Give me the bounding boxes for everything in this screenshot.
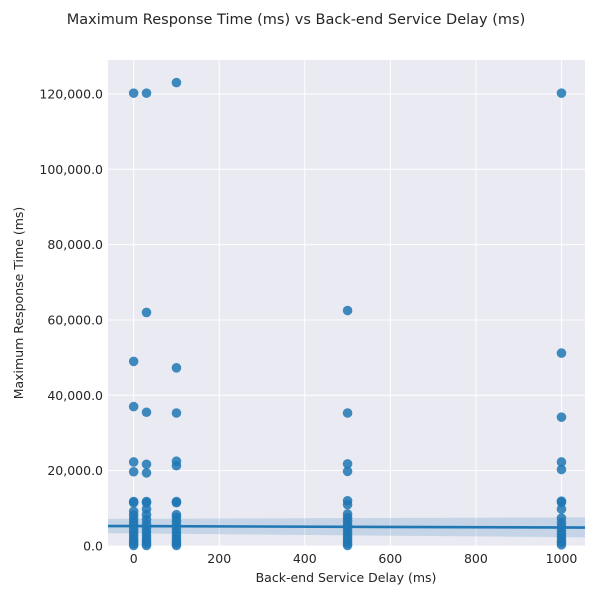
- data-point: [128, 540, 139, 551]
- data-point: [556, 540, 567, 550]
- data-point: [342, 305, 353, 316]
- data-point: [556, 412, 567, 422]
- data-point: [342, 540, 353, 551]
- data-point: [171, 460, 182, 471]
- data-point: [556, 348, 567, 358]
- data-point: [141, 407, 152, 418]
- data-point: [171, 363, 182, 373]
- data-point: [141, 88, 152, 98]
- data-point: [171, 540, 182, 551]
- data-point: [342, 459, 353, 469]
- data-point: [556, 88, 567, 98]
- x-tick-labels: 0 200 400 600 800 1000: [130, 551, 578, 566]
- y-tick-label: 20,000.0: [47, 463, 103, 478]
- data-points: [128, 77, 567, 551]
- data-point: [128, 356, 139, 367]
- data-point: [128, 466, 139, 477]
- y-tick-label: 120,000.0: [39, 86, 103, 101]
- y-tick-label: 100,000.0: [39, 162, 103, 177]
- x-tick-label: 600: [378, 551, 402, 566]
- data-point: [171, 77, 182, 88]
- data-point: [141, 468, 152, 478]
- y-tick-label: 60,000.0: [47, 312, 103, 327]
- y-tick-labels: 0.0 20,000.0 40,000.0 60,000.0 80,000.0 100,0…: [39, 86, 103, 553]
- data-point: [171, 408, 182, 418]
- x-tick-label: 200: [207, 551, 231, 566]
- data-point: [556, 464, 567, 475]
- y-axis-label: Maximum Response Time (ms): [11, 207, 26, 400]
- x-tick-label: 0: [130, 551, 138, 566]
- x-tick-label: 1000: [546, 551, 578, 566]
- chart-title: Maximum Response Time (ms) vs Back-end S…: [67, 12, 526, 28]
- data-point: [342, 499, 353, 510]
- y-tick-label: 0.0: [83, 539, 103, 554]
- data-point: [128, 88, 139, 98]
- x-tick-label: 400: [293, 551, 317, 566]
- data-point: [141, 459, 152, 470]
- data-point: [128, 497, 139, 508]
- data-point: [556, 457, 567, 467]
- data-point: [342, 408, 353, 418]
- data-point: [128, 457, 139, 467]
- data-point: [556, 497, 567, 508]
- data-point: [556, 504, 567, 514]
- x-tick-label: 800: [464, 551, 488, 566]
- data-point: [171, 497, 182, 508]
- data-point: [342, 466, 353, 477]
- data-point: [141, 307, 152, 318]
- regression-line: [107, 524, 586, 529]
- data-point: [141, 540, 152, 551]
- y-tick-label: 80,000.0: [47, 237, 103, 252]
- x-axis-label: Back-end Service Delay (ms): [256, 570, 437, 585]
- y-tick-label: 40,000.0: [47, 388, 103, 403]
- data-point: [128, 401, 139, 412]
- grid-lines: [108, 60, 585, 547]
